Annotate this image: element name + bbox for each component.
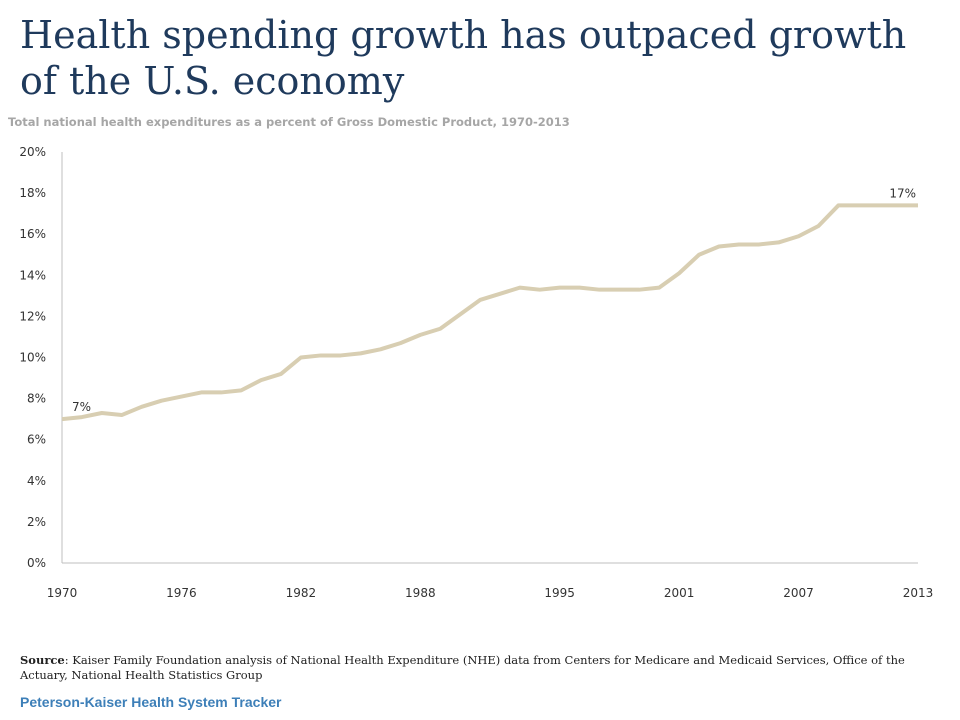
- x-tick-label: 1976: [166, 586, 197, 600]
- x-tick-label: 2007: [783, 586, 814, 600]
- y-tick-label: 12%: [19, 309, 46, 323]
- x-tick-label: 1995: [544, 586, 575, 600]
- y-axis-ticks: 0% 2% 4% 6% 8% 10% 12% 14% 16% 18% 20%: [19, 145, 46, 570]
- source-note: Source: Kaiser Family Foundation analysi…: [20, 653, 940, 683]
- data-label: 17%: [889, 186, 916, 200]
- y-tick-label: 10%: [19, 351, 46, 365]
- y-tick-label: 2%: [27, 515, 46, 529]
- x-tick-label: 1982: [286, 586, 317, 600]
- line-chart: 0% 2% 4% 6% 8% 10% 12% 14% 16% 18% 20% 1970 1976 198…: [19, 145, 934, 600]
- x-tick-label: 1988: [405, 586, 436, 600]
- x-tick-label: 1970: [47, 586, 78, 600]
- y-tick-label: 8%: [27, 392, 46, 406]
- y-tick-label: 0%: [27, 556, 46, 570]
- y-tick-label: 14%: [19, 268, 46, 282]
- brand-footer: Peterson-Kaiser Health System Tracker: [20, 694, 282, 710]
- y-tick-label: 18%: [19, 186, 46, 200]
- y-tick-label: 16%: [19, 227, 46, 241]
- data-label: 7%: [72, 400, 91, 414]
- series-line: [61, 203, 918, 422]
- page-title: Health spending growth has outpaced grow…: [20, 13, 907, 103]
- source-label: Source: [20, 653, 65, 667]
- y-tick-label: 4%: [27, 474, 46, 488]
- x-tick-label: 2001: [664, 586, 695, 600]
- x-axis-ticks: 1970 1976 1982 1988 1995 2001 2007 2013: [47, 586, 934, 600]
- series-group: [61, 203, 918, 422]
- y-tick-label: 6%: [27, 433, 46, 447]
- y-tick-label: 20%: [19, 145, 46, 159]
- x-tick-label: 2013: [903, 586, 934, 600]
- data-labels: 7% 17%: [72, 186, 916, 414]
- source-text: : Kaiser Family Foundation analysis of N…: [20, 653, 905, 682]
- chart-subtitle: Total national health expenditures as a …: [8, 115, 570, 129]
